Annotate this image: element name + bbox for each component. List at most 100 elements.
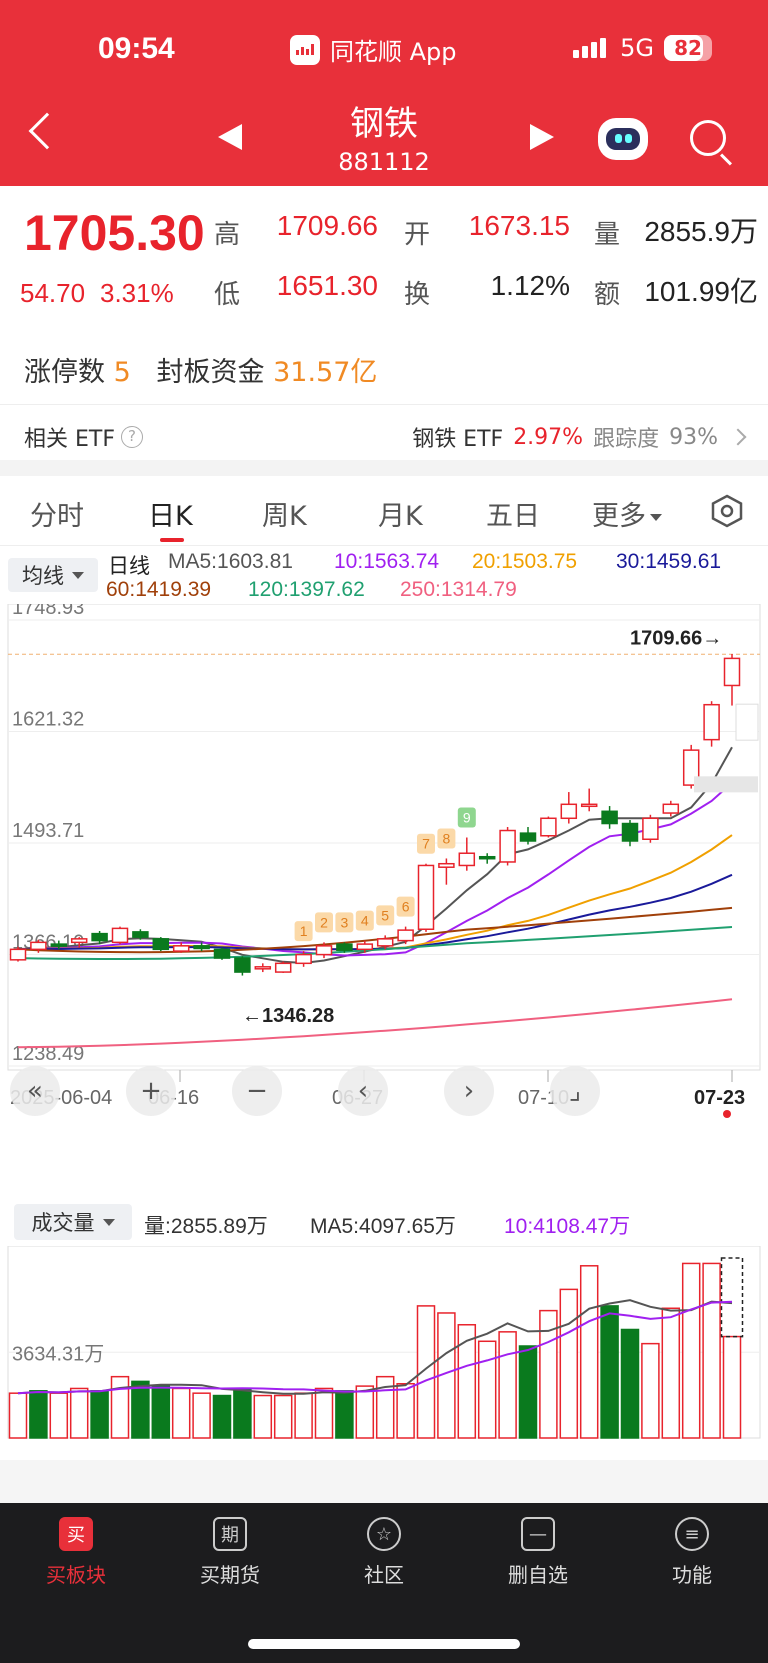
volume-bar — [314, 1387, 334, 1439]
next-section-peek — [0, 1460, 768, 1504]
volume-bar — [8, 1392, 28, 1439]
volume-forecast-box — [720, 1257, 744, 1338]
turnover-label: 换 — [404, 280, 431, 310]
volume-bar — [335, 1390, 354, 1439]
vol-ma10: 10:4108.47万 — [504, 1215, 631, 1238]
signal-badge — [355, 910, 374, 931]
zoom-in-icon[interactable]: + — [126, 1066, 176, 1116]
volume-bar — [661, 1307, 681, 1439]
volume-bar — [151, 1385, 171, 1439]
candle-body — [111, 927, 129, 944]
ma60-value: 60:1419.39 — [106, 578, 212, 601]
limit-up-count: 5 — [113, 357, 131, 388]
candle-body — [50, 943, 68, 947]
volume-bar — [355, 1385, 375, 1439]
futures-icon: 期 — [213, 1517, 247, 1551]
volume-bar — [273, 1394, 293, 1439]
candle-body — [458, 852, 476, 867]
community-button[interactable]: ☆ 社区 — [324, 1517, 444, 1588]
stock-code: 881112 — [338, 148, 430, 176]
zoom-out-range-icon[interactable]: « — [10, 1066, 60, 1116]
battery-icon: 82 — [664, 35, 712, 61]
open-value: 1673.15 — [468, 210, 570, 241]
kline-frame — [7, 604, 761, 1071]
candle-body — [703, 703, 720, 741]
volume-bar — [90, 1390, 109, 1439]
vol-ma5-line — [17, 1299, 733, 1395]
volume-bar — [375, 1375, 395, 1439]
buy-sector-button[interactable]: 买 买板块 — [16, 1517, 136, 1588]
amount-value: 101.99亿 — [644, 276, 758, 307]
tab-five-day[interactable]: 五日 — [486, 501, 540, 532]
help-icon[interactable]: ? — [121, 426, 143, 448]
candle-body — [662, 803, 680, 814]
ma5-value: MA5:1603.81 — [168, 550, 293, 573]
search-icon[interactable] — [690, 120, 726, 156]
tab-more[interactable]: 更多 — [592, 494, 662, 533]
prev-stock-icon[interactable] — [218, 124, 242, 150]
candle-body — [213, 948, 231, 959]
tab-monthly-k[interactable]: 月K — [378, 501, 423, 532]
settings-hex-icon[interactable] — [710, 494, 744, 528]
signal-number: 3 — [341, 914, 349, 930]
indicator-selector-button[interactable]: 成交量 — [14, 1204, 132, 1240]
fullscreen-icon[interactable]: ⌟ — [550, 1066, 600, 1116]
tab-daily-k[interactable]: 日K — [148, 501, 193, 532]
volume-bar — [498, 1331, 517, 1439]
price-tag — [735, 703, 759, 741]
related-etf-row[interactable]: 相关 ETF ? 钢铁 ETF 2.97% 跟踪度 93% — [0, 404, 768, 460]
status-app: 同花顺 App — [290, 32, 457, 67]
low-marker-label: ←1346.28 — [242, 1005, 334, 1027]
signal-badge — [315, 912, 333, 933]
ma-selector-button[interactable]: 均线 — [8, 558, 98, 592]
network-type: 5G — [620, 34, 654, 62]
low-label: 低 — [214, 280, 241, 310]
y-axis-label: 1493.71 — [12, 820, 84, 842]
candle-body — [621, 822, 639, 842]
minus-icon: — — [521, 1517, 555, 1551]
signal-number: 8 — [443, 830, 451, 846]
volume-chart[interactable]: 3634.31万 — [0, 1246, 768, 1442]
next-stock-icon[interactable] — [530, 124, 554, 150]
signal-badge — [396, 896, 415, 917]
candle-body — [274, 962, 292, 973]
volume-bar — [681, 1262, 701, 1439]
zoom-minus-icon[interactable]: − — [232, 1066, 282, 1116]
track-value: 93% — [669, 424, 718, 450]
buy-futures-button[interactable]: 期 买期货 — [170, 1517, 290, 1588]
star-icon: ☆ — [367, 1517, 401, 1551]
candle-body — [519, 832, 537, 842]
status-time: 09:54 — [98, 32, 175, 65]
assistant-robot-icon[interactable] — [598, 118, 648, 160]
tab-intraday[interactable]: 分时 — [30, 501, 84, 532]
kline-chart[interactable]: 1748.931621.321493.711366.101238.491709.… — [0, 604, 768, 1174]
high-label: 高 — [214, 220, 241, 250]
remove-watchlist-button[interactable]: — 删自选 — [478, 1517, 598, 1588]
scroll-right-icon[interactable]: › — [444, 1066, 494, 1116]
latest-dot — [723, 1110, 731, 1118]
page-title: 钢铁 — [350, 104, 418, 144]
active-tab-indicator — [160, 538, 184, 542]
tab-weekly-k[interactable]: 周K — [262, 501, 307, 532]
candle-body — [315, 945, 333, 956]
candle-body — [478, 855, 496, 860]
volume-bar — [641, 1342, 660, 1439]
price-scroll-marker — [694, 776, 758, 793]
ma10-line — [17, 781, 733, 957]
volume-legend: 成交量 量:2855.89万 MA5:4097.65万 10:4108.47万 — [0, 1200, 768, 1246]
volume-bar — [518, 1345, 538, 1439]
ma120-value: 120:1397.62 — [248, 578, 365, 601]
functions-button[interactable]: ≡ 功能 — [632, 1517, 752, 1588]
scroll-left-icon[interactable]: ‹ — [338, 1066, 388, 1116]
y-axis-label: 1238.49 — [12, 1043, 84, 1065]
signal-badge — [417, 833, 435, 854]
volume-bar — [233, 1387, 252, 1439]
chevron-right-icon — [729, 428, 747, 446]
signal-icon — [573, 38, 607, 58]
signal-number: 1 — [300, 923, 308, 939]
candle-body — [397, 929, 414, 942]
candle-body — [193, 945, 210, 950]
app-logo-icon — [290, 34, 320, 65]
vol-value: 量:2855.89万 — [144, 1215, 268, 1238]
ma250-line — [17, 998, 733, 1049]
